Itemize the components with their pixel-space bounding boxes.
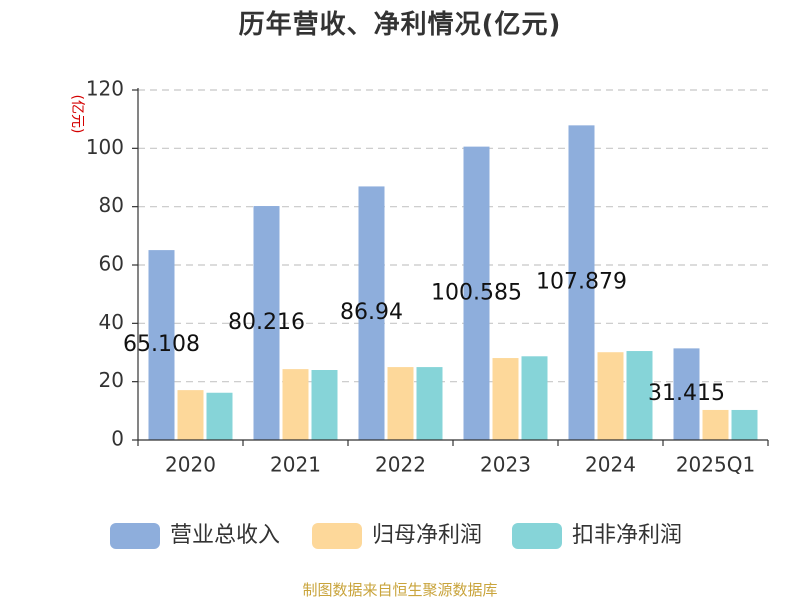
y-tick-label: 20 <box>99 368 124 392</box>
bar-1-2023[interactable] <box>463 146 490 441</box>
y-tick-label: 40 <box>99 310 124 334</box>
data-labels: 65.108 80.216 86.94 100.585 107.879 31.415 <box>123 270 725 407</box>
y-tick-label: 80 <box>99 193 124 217</box>
grid-lines <box>138 89 768 383</box>
bar-1-2025Q1[interactable] <box>673 348 700 440</box>
legend-label: 扣非净利润 <box>572 523 682 548</box>
legend-swatch <box>512 523 562 549</box>
legend-swatch <box>110 523 160 549</box>
bar-1-2020[interactable] <box>148 250 175 440</box>
legend-item[interactable]: 扣非净利润 <box>512 523 682 549</box>
bar-2-2024[interactable] <box>597 352 624 440</box>
bar-3-2022[interactable] <box>416 367 443 440</box>
bar-3-2021[interactable] <box>311 370 338 440</box>
data-label: 80.216 <box>228 310 305 335</box>
bar-1-2021[interactable] <box>253 206 280 440</box>
bar-2-2025Q1[interactable] <box>702 409 729 440</box>
x-tick-label: 2021 <box>270 453 321 477</box>
x-tick-label: 2022 <box>375 453 426 477</box>
bar-2-2020[interactable] <box>177 390 204 440</box>
bars <box>148 125 758 441</box>
source-footer: 制图数据来自恒生聚源数据库 <box>302 581 498 599</box>
axes: 0 20 40 60 80 100 120 2020 2021 2022 2023 2024 2025Q… <box>86 77 769 477</box>
bar-3-2024[interactable] <box>626 351 653 440</box>
x-tick-label: 2025Q1 <box>676 453 755 477</box>
legend-label: 营业总收入 <box>170 523 280 548</box>
chart-title: 历年营收、净利情况(亿元) <box>238 10 562 40</box>
data-label: 65.108 <box>123 332 200 357</box>
legend[interactable]: 营业总收入 归母净利润 扣非净利润 <box>110 523 682 549</box>
bar-3-2023[interactable] <box>521 356 548 440</box>
bar-1-2024[interactable] <box>568 125 595 441</box>
data-label: 107.879 <box>536 270 627 295</box>
bar-3-2025Q1[interactable] <box>731 409 758 440</box>
x-tick-label: 2024 <box>585 453 636 477</box>
data-label: 86.94 <box>340 300 403 325</box>
data-label: 31.415 <box>648 381 725 406</box>
y-tick-label: 0 <box>111 427 124 451</box>
legend-item[interactable]: 营业总收入 <box>110 523 280 549</box>
bar-2-2022[interactable] <box>387 367 414 440</box>
y-tick-label: 120 <box>86 77 124 101</box>
legend-label: 归母净利润 <box>372 523 482 548</box>
x-tick-label: 2023 <box>480 453 531 477</box>
y-tick-label: 60 <box>99 252 124 276</box>
legend-item[interactable]: 归母净利润 <box>312 523 482 549</box>
bar-1-2022[interactable] <box>358 186 385 440</box>
legend-swatch <box>312 523 362 549</box>
bar-2-2023[interactable] <box>492 358 519 440</box>
bar-3-2020[interactable] <box>206 392 233 440</box>
y-tick-label: 100 <box>86 135 124 159</box>
x-tick-label: 2020 <box>165 453 216 477</box>
bar-2-2021[interactable] <box>282 369 309 440</box>
data-label: 100.585 <box>431 280 522 305</box>
